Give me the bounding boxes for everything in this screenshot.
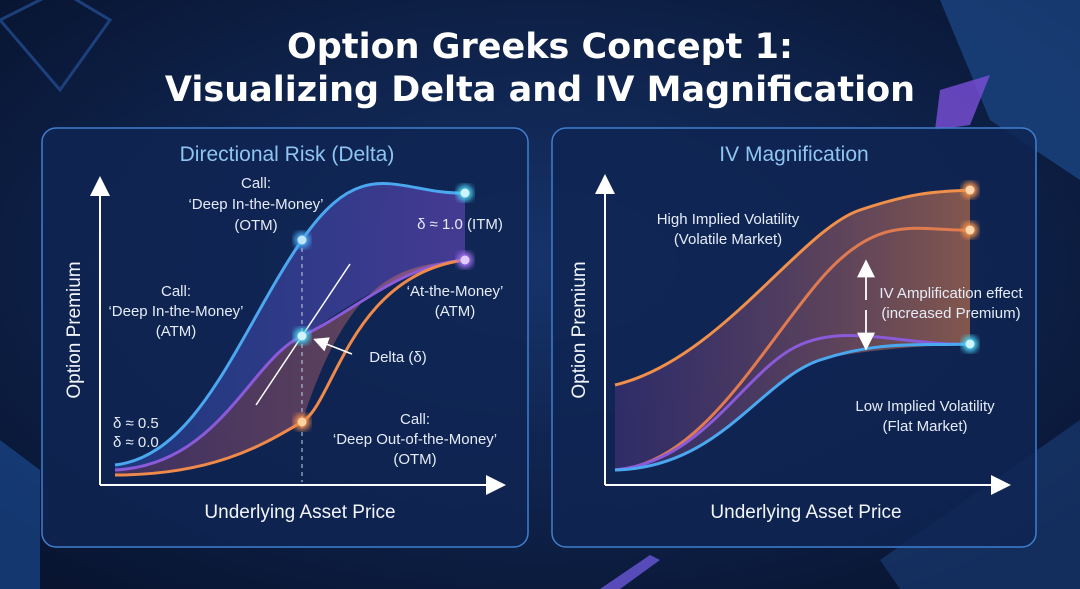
annotation: (OTM): [393, 451, 436, 468]
annotation: (increased Premium): [881, 305, 1020, 322]
annotation: High Implied Volatility: [657, 211, 800, 228]
points: [294, 185, 473, 430]
y-axis-label: Option Premium: [569, 261, 590, 398]
annotation: δ ≈ 1.0 (ITM): [417, 216, 503, 233]
decor: [0, 440, 40, 589]
curve: [114, 182, 466, 467]
annotation: (Volatile Market): [674, 231, 782, 248]
annotation: Low Implied Volatility: [855, 398, 995, 415]
annotation: Delta (δ): [369, 349, 427, 366]
curve: [614, 188, 971, 387]
curve: [614, 226, 971, 472]
decor: [600, 555, 660, 589]
point: [297, 417, 307, 427]
title: Option Greeks Concept 1:: [287, 27, 793, 67]
annotation: ‘Deep In-the-Money’: [188, 196, 323, 213]
panel-title: IV Magnification: [719, 143, 868, 166]
decor: [0, 0, 113, 93]
title: Visualizing Delta and IV Magnification: [165, 70, 915, 110]
annotation: (OTM): [234, 217, 277, 234]
annotation: ‘Deep In-the-Money’: [108, 303, 243, 320]
area: [615, 190, 970, 470]
panel-title: Directional Risk (Delta): [180, 143, 395, 166]
pointer: [313, 337, 353, 355]
point: [297, 331, 307, 341]
annotation: (ATM): [156, 323, 197, 340]
decor: [940, 0, 1080, 180]
decor: [935, 75, 990, 130]
point: [965, 185, 975, 195]
annotation: (ATM): [435, 303, 476, 320]
point: [297, 235, 307, 245]
point: [965, 225, 975, 235]
annotation: ‘Deep Out-of-the-Money’: [333, 431, 497, 448]
annotation: Call:: [241, 175, 271, 192]
curve: [614, 342, 971, 472]
point: [460, 255, 470, 265]
area: [115, 183, 465, 470]
curve: [614, 333, 971, 472]
x-axis-label: Underlying Asset Price: [710, 502, 901, 523]
points: [962, 182, 978, 352]
annotation: δ ≈ 0.5: [113, 415, 159, 432]
y-axis-label: Option Premium: [64, 261, 85, 398]
annotation: Call:: [161, 283, 191, 300]
annotation: Call:: [400, 411, 430, 428]
point: [965, 339, 975, 349]
annotation: (Flat Market): [882, 418, 967, 435]
annotation: IV Amplification effect: [879, 285, 1023, 302]
area: [115, 260, 465, 475]
point: [460, 188, 470, 198]
annotation: δ ≈ 0.0: [113, 434, 159, 451]
x-axis-label: Underlying Asset Price: [204, 502, 395, 523]
annotation: ‘At-the-Money’: [407, 283, 504, 300]
